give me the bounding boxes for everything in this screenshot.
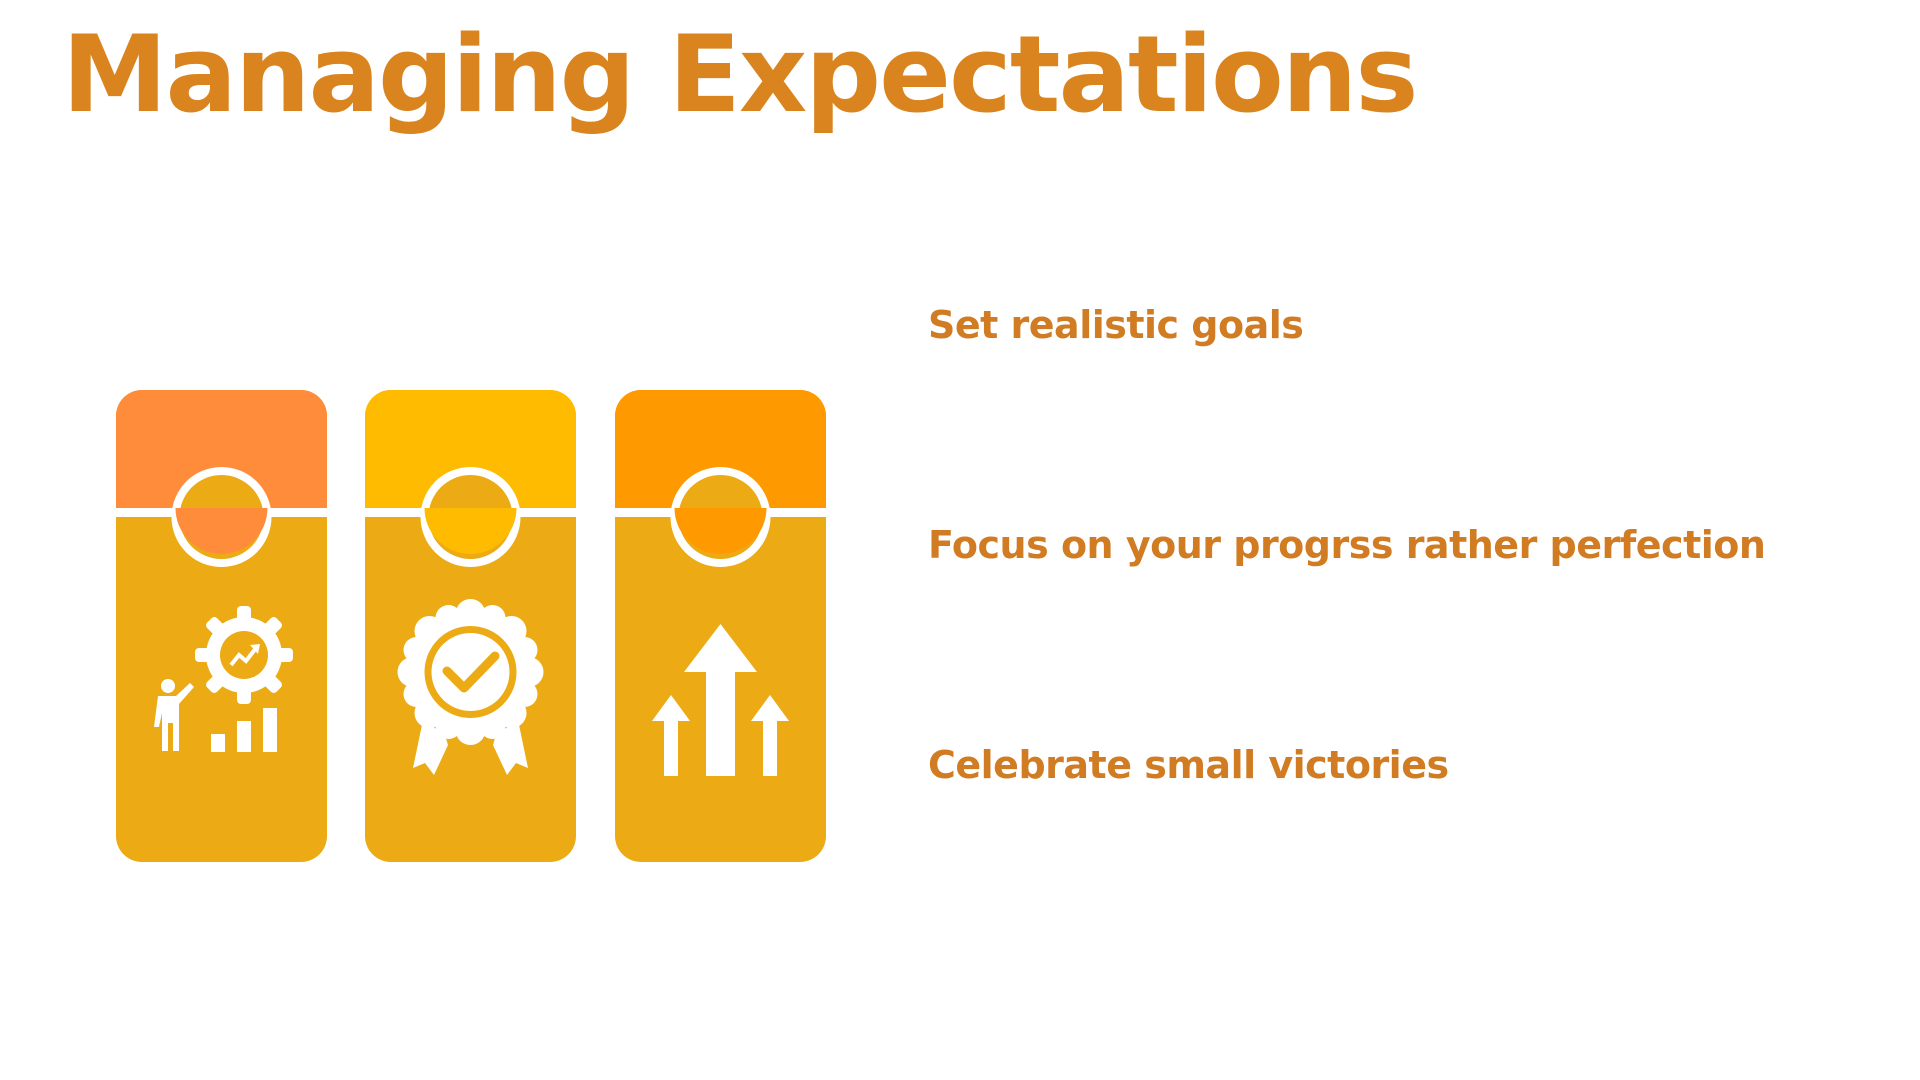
point-focus-on-progress: Focus on your progrss rather perfection xyxy=(928,523,1766,567)
point-set-realistic-goals: Set realistic goals xyxy=(928,303,1304,347)
up-arrows-icon xyxy=(652,624,789,776)
card-1 xyxy=(116,390,327,862)
slide-title: Managing Expectations xyxy=(62,13,1418,136)
award-badge-checkmark-icon xyxy=(397,599,544,775)
point-celebrate-victories: Celebrate small victories xyxy=(928,743,1449,787)
person-gear-growth-chart-icon xyxy=(154,606,293,752)
card-2 xyxy=(365,390,576,862)
card-3 xyxy=(615,390,826,862)
